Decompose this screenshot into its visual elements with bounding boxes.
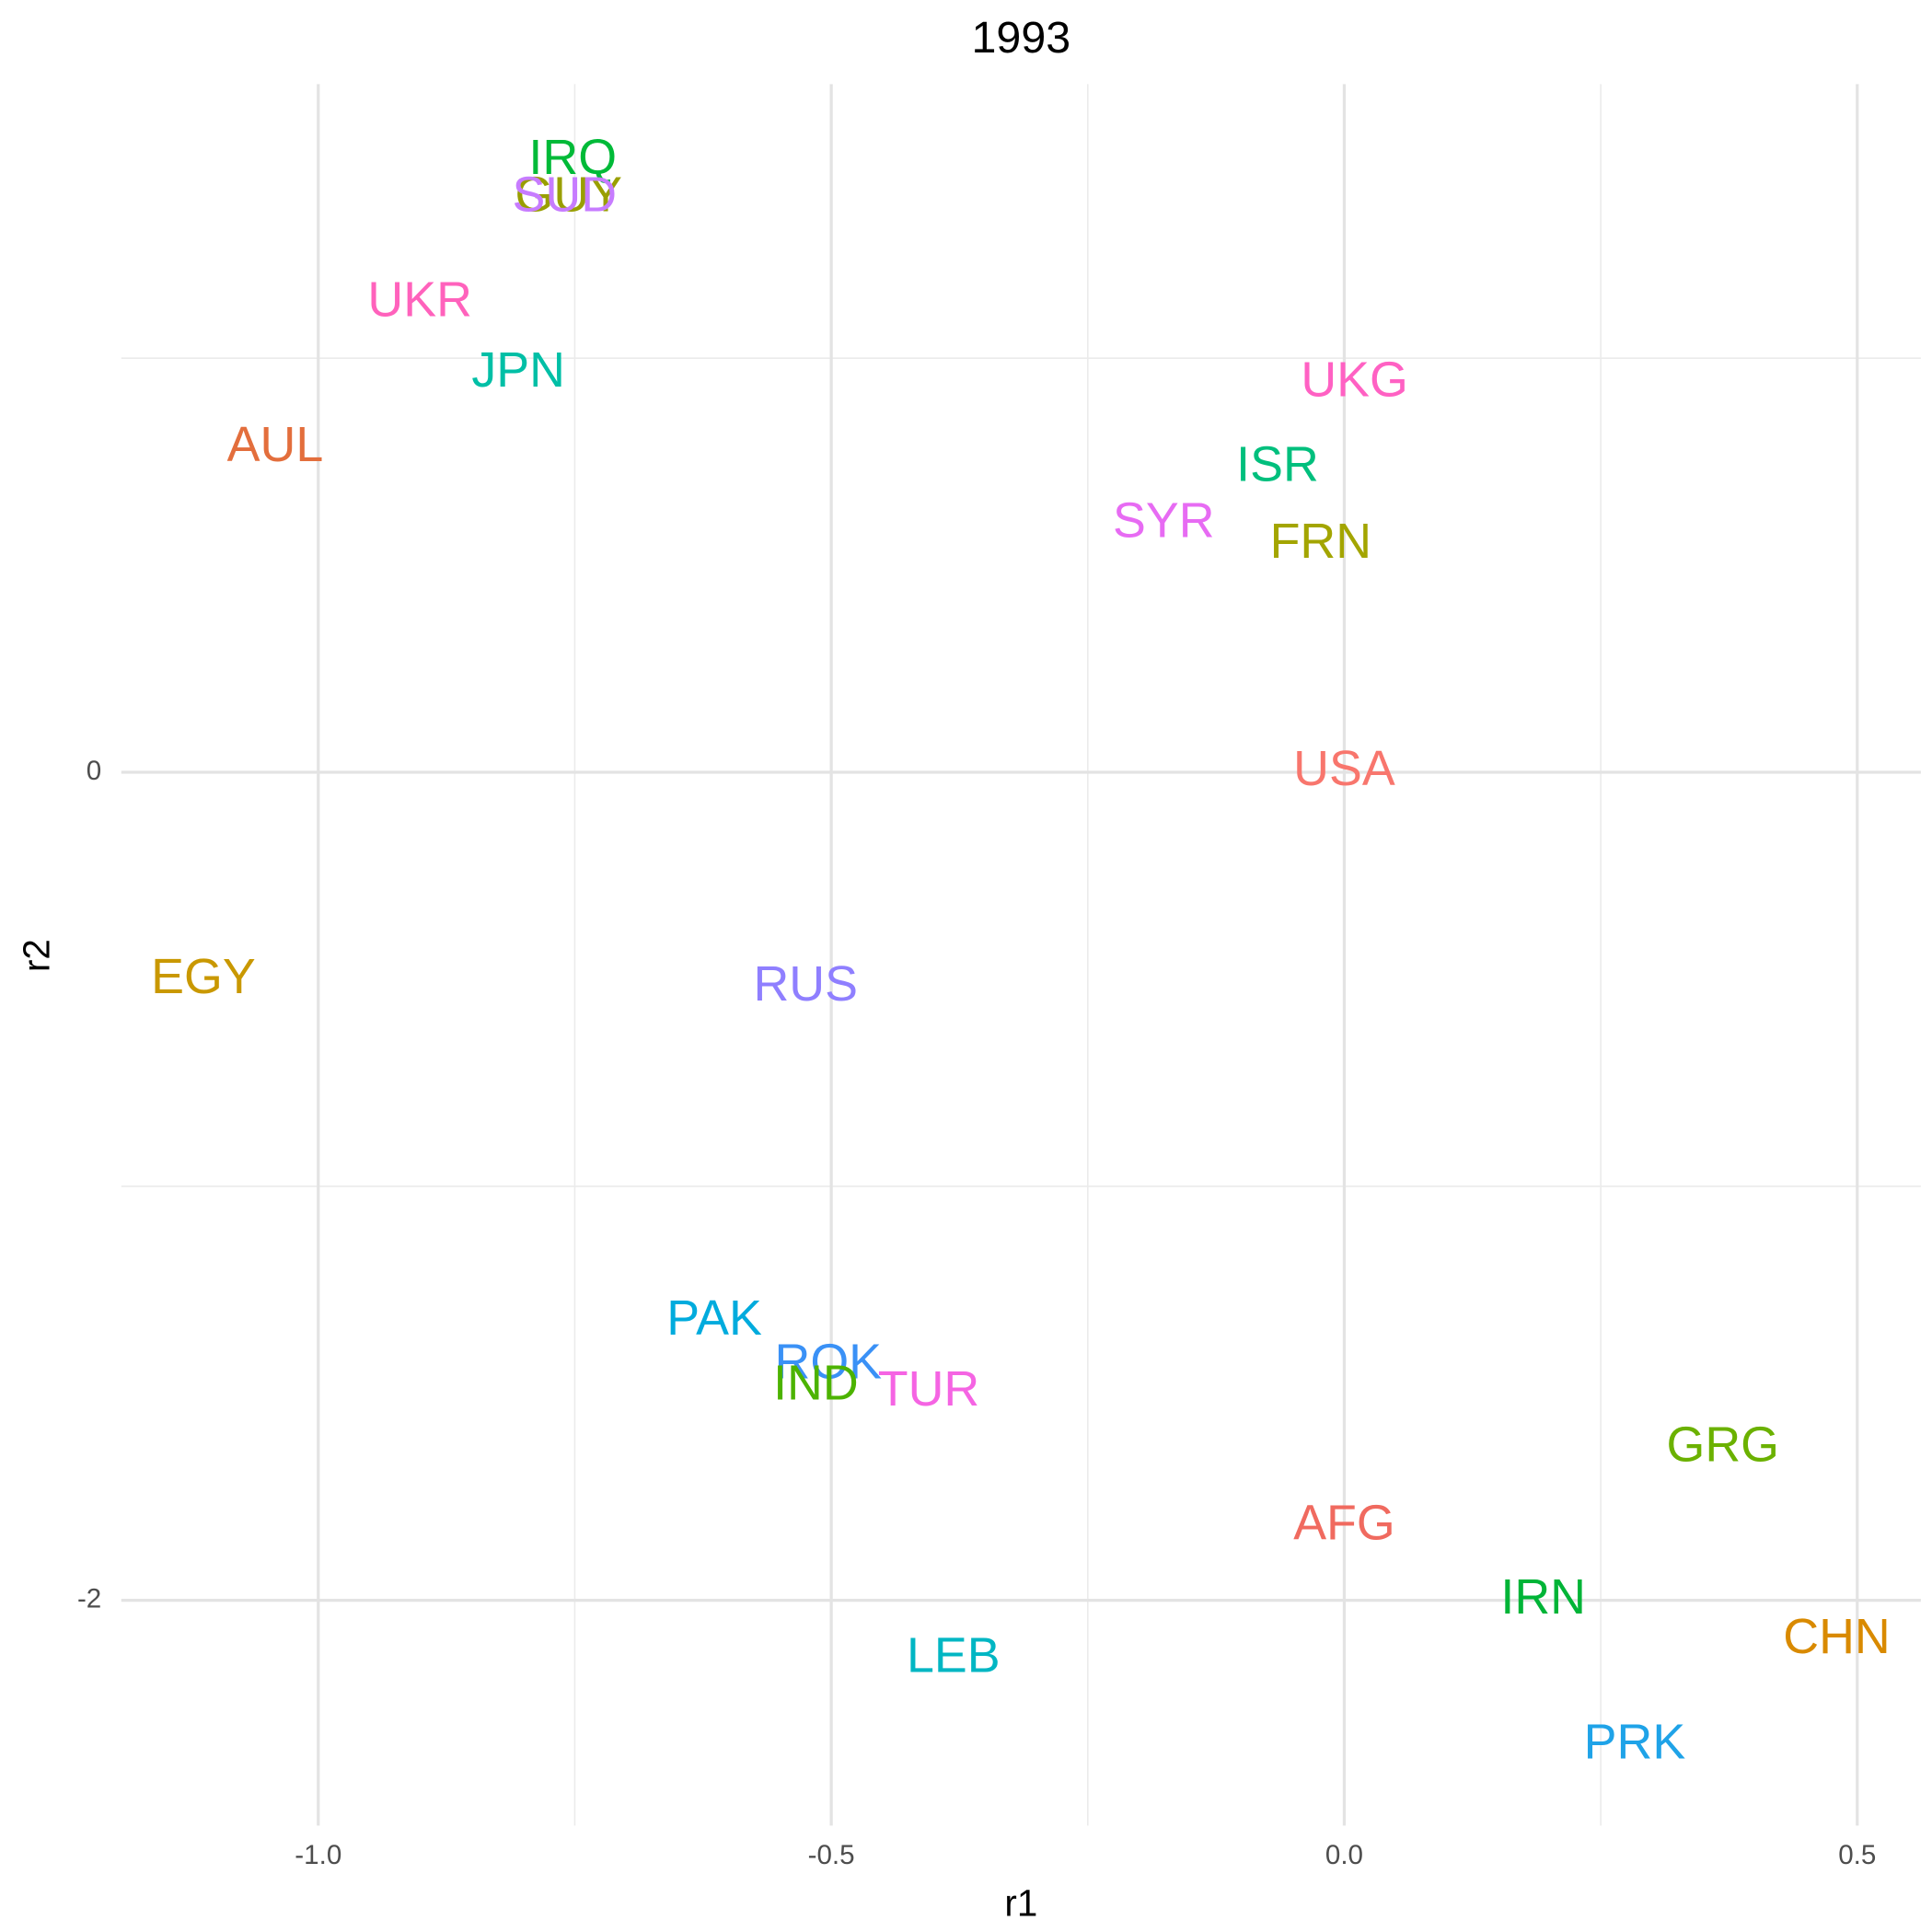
point-label: USA [1293, 741, 1395, 796]
point-label: IND [773, 1355, 859, 1410]
point-label: ISR [1236, 437, 1319, 492]
point-label: GUY [515, 167, 623, 222]
point-label: SYR [1113, 492, 1215, 548]
point-label: AFG [1293, 1495, 1395, 1550]
point-label: LEB [907, 1627, 1001, 1683]
point-label: GRG [1667, 1417, 1779, 1472]
point-label: SUD [513, 167, 618, 222]
point-label: RUS [753, 956, 858, 1012]
point-label: PAK [666, 1290, 762, 1346]
y-tick-label: -2 [77, 1583, 101, 1614]
point-label: CHN [1783, 1609, 1890, 1664]
point-label: TUR [878, 1361, 980, 1417]
point-label: EGY [151, 949, 256, 1004]
x-tick-label: 0.5 [1838, 1840, 1876, 1870]
point-label: PRK [1584, 1714, 1686, 1769]
chart-title: 1993 [972, 13, 1071, 63]
x-tick-label: -1.0 [295, 1840, 341, 1870]
y-tick-label: 0 [87, 756, 101, 786]
point-label: IRN [1500, 1569, 1586, 1625]
x-axis-title: r1 [1004, 1881, 1037, 1924]
point-label: UKG [1301, 352, 1408, 407]
x-tick-label: 0.0 [1325, 1840, 1363, 1870]
point-label: ROK [775, 1334, 883, 1389]
y-axis-title: r2 [16, 939, 58, 972]
point-label: JPN [471, 342, 565, 398]
point-label: UKR [367, 272, 472, 328]
x-tick-label: -0.5 [808, 1840, 855, 1870]
point-label: AUL [227, 417, 324, 472]
point-label: IRQ [528, 130, 617, 185]
point-label: FRN [1270, 514, 1372, 569]
